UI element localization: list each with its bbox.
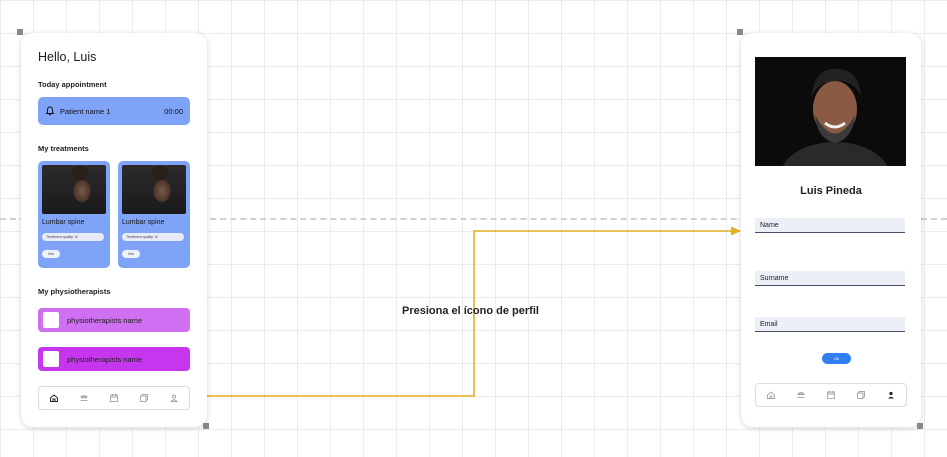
- avatar: [43, 312, 59, 328]
- frame-corner: [737, 29, 743, 35]
- appointment-card[interactable]: Patient name 1 00:00: [38, 97, 190, 125]
- physiotherapists-label: My physiotherapists: [38, 287, 111, 296]
- treatment-card[interactable]: Lumbar spine Treatment quality: 0/ Info: [38, 161, 110, 268]
- treatments-label: My treatments: [38, 144, 89, 153]
- profile-name: Luis Pineda: [800, 185, 862, 197]
- physiotherapist-name: physiotherapists name: [67, 315, 143, 325]
- treatment-badge[interactable]: Info: [42, 250, 60, 258]
- home-icon[interactable]: [49, 393, 59, 403]
- divider-line: [0, 218, 947, 220]
- treatment-card[interactable]: Lumbar spine Treatment quality: 0/ Info: [118, 161, 190, 268]
- profile-icon[interactable]: [169, 393, 179, 403]
- home-icon[interactable]: [766, 390, 776, 400]
- physiotherapist-name: physiotherapists name: [67, 354, 143, 364]
- people-icon[interactable]: [79, 393, 89, 403]
- treatment-quality: Treatment quality: 0/: [122, 233, 184, 241]
- people-icon[interactable]: [796, 390, 806, 400]
- home-screen: Hello, Luis Today appointment Patient na…: [21, 33, 207, 427]
- profile-screen: Luis Pineda Name Surname Email Ok: [741, 33, 921, 427]
- physiotherapist-item[interactable]: physiotherapists name: [38, 308, 190, 332]
- treatment-label: Lumbar spine: [122, 219, 165, 226]
- tab-bar: [38, 386, 190, 410]
- profile-icon[interactable]: [886, 390, 896, 400]
- avatar: [43, 351, 59, 367]
- frame-corner: [203, 423, 209, 429]
- greeting: Hello, Luis: [38, 50, 97, 64]
- name-field[interactable]: Name: [755, 218, 905, 233]
- documents-icon[interactable]: [856, 390, 866, 400]
- tab-bar: [755, 383, 907, 407]
- frame-corner: [17, 29, 23, 35]
- annotation-label: Presiona el ícono de perfil: [402, 305, 539, 317]
- appointment-patient: Patient name 1: [60, 106, 111, 116]
- physiotherapist-item[interactable]: physiotherapists name: [38, 347, 190, 371]
- bell-icon: [45, 106, 55, 116]
- appointment-time: 00:00: [164, 106, 183, 116]
- treatment-quality: Treatment quality: 0/: [42, 233, 104, 241]
- ok-button[interactable]: Ok: [822, 353, 851, 364]
- calendar-icon[interactable]: [109, 393, 119, 403]
- treatment-image: [42, 165, 106, 214]
- treatment-image: [122, 165, 186, 214]
- treatment-label: Lumbar spine: [42, 219, 85, 226]
- email-field[interactable]: Email: [755, 317, 905, 332]
- frame-corner: [917, 423, 923, 429]
- calendar-icon[interactable]: [826, 390, 836, 400]
- today-appointment-label: Today appointment: [38, 80, 107, 89]
- surname-field[interactable]: Surname: [755, 271, 905, 286]
- treatment-badge[interactable]: Info: [122, 250, 140, 258]
- profile-photo: [755, 57, 906, 166]
- documents-icon[interactable]: [139, 393, 149, 403]
